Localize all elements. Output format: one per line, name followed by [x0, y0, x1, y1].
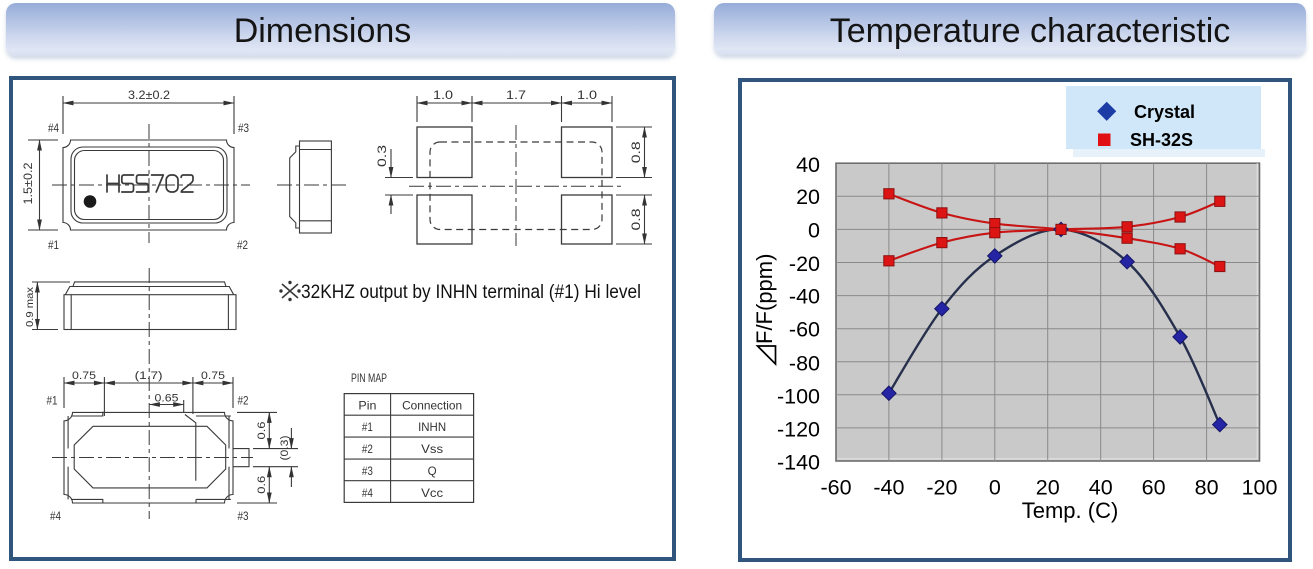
- svg-text:-40: -40: [789, 284, 820, 308]
- svg-text:1.0: 1.0: [577, 88, 597, 102]
- svg-text:#4: #4: [50, 511, 62, 523]
- svg-text:0: 0: [808, 218, 820, 242]
- svg-text:1.0: 1.0: [433, 88, 453, 102]
- svg-text:#3: #3: [362, 466, 373, 478]
- svg-text:1.7: 1.7: [506, 88, 526, 102]
- svg-text:-140: -140: [777, 451, 820, 475]
- svg-text:PIN MAP: PIN MAP: [351, 373, 387, 385]
- svg-text:INHN: INHN: [418, 420, 446, 434]
- svg-text:#2: #2: [237, 240, 248, 252]
- svg-text:20: 20: [1036, 475, 1060, 499]
- svg-text:-80: -80: [789, 351, 820, 375]
- svg-text:-60: -60: [789, 318, 820, 342]
- svg-text:-20: -20: [926, 475, 957, 499]
- svg-text:0.8: 0.8: [629, 208, 643, 230]
- svg-text:#1: #1: [48, 240, 59, 252]
- svg-text:#3: #3: [238, 123, 249, 135]
- svg-text:40: 40: [796, 153, 820, 177]
- svg-text:60: 60: [1142, 475, 1166, 499]
- svg-text:Crystal: Crystal: [1134, 102, 1195, 122]
- svg-text:40: 40: [1089, 475, 1113, 499]
- svg-text:0.75: 0.75: [72, 370, 96, 382]
- svg-text:Vss: Vss: [421, 442, 443, 456]
- svg-text:#3: #3: [238, 511, 249, 523]
- svg-text:0.65: 0.65: [155, 393, 179, 405]
- svg-text:0.75: 0.75: [201, 370, 225, 382]
- svg-text:20: 20: [796, 185, 820, 209]
- svg-text:1.5±0.2: 1.5±0.2: [21, 162, 35, 204]
- svg-text:#1: #1: [47, 396, 58, 408]
- svg-text:#4: #4: [48, 123, 60, 135]
- svg-text:-40: -40: [873, 475, 904, 499]
- svg-text:32KHZ output by INHN terminal: 32KHZ output by INHN terminal (#1) Hi le…: [301, 282, 641, 303]
- svg-text:0.6: 0.6: [256, 422, 268, 440]
- svg-text:3.2±0.2: 3.2±0.2: [128, 88, 170, 102]
- svg-text:100: 100: [1242, 475, 1278, 499]
- svg-text:Temp. (C): Temp. (C): [1022, 498, 1119, 523]
- svg-text:#1: #1: [362, 422, 373, 434]
- svg-text:(1.7): (1.7): [135, 370, 163, 382]
- svg-text:F/F(ppm): F/F(ppm): [752, 254, 777, 344]
- svg-text:80: 80: [1195, 475, 1219, 499]
- svg-text:-100: -100: [777, 384, 820, 408]
- svg-text:-60: -60: [820, 475, 851, 499]
- svg-text:-20: -20: [789, 252, 820, 276]
- svg-text:#4: #4: [362, 488, 374, 500]
- svg-text:-120: -120: [777, 418, 820, 442]
- svg-text:Q: Q: [428, 464, 437, 478]
- svg-text:0: 0: [989, 475, 1001, 499]
- svg-text:(0.3): (0.3): [279, 436, 291, 461]
- svg-text:SH-32S: SH-32S: [1130, 130, 1193, 150]
- svg-text:0.9 max: 0.9 max: [24, 286, 36, 327]
- svg-text:0.6: 0.6: [256, 476, 268, 494]
- svg-text:Vcc: Vcc: [421, 486, 443, 500]
- svg-text:Pin: Pin: [358, 399, 376, 413]
- svg-text:0.3: 0.3: [375, 145, 389, 167]
- svg-text:#2: #2: [362, 444, 373, 456]
- svg-text:#2: #2: [238, 396, 249, 408]
- svg-text:0.8: 0.8: [629, 141, 643, 163]
- svg-text:Connection: Connection: [402, 399, 462, 413]
